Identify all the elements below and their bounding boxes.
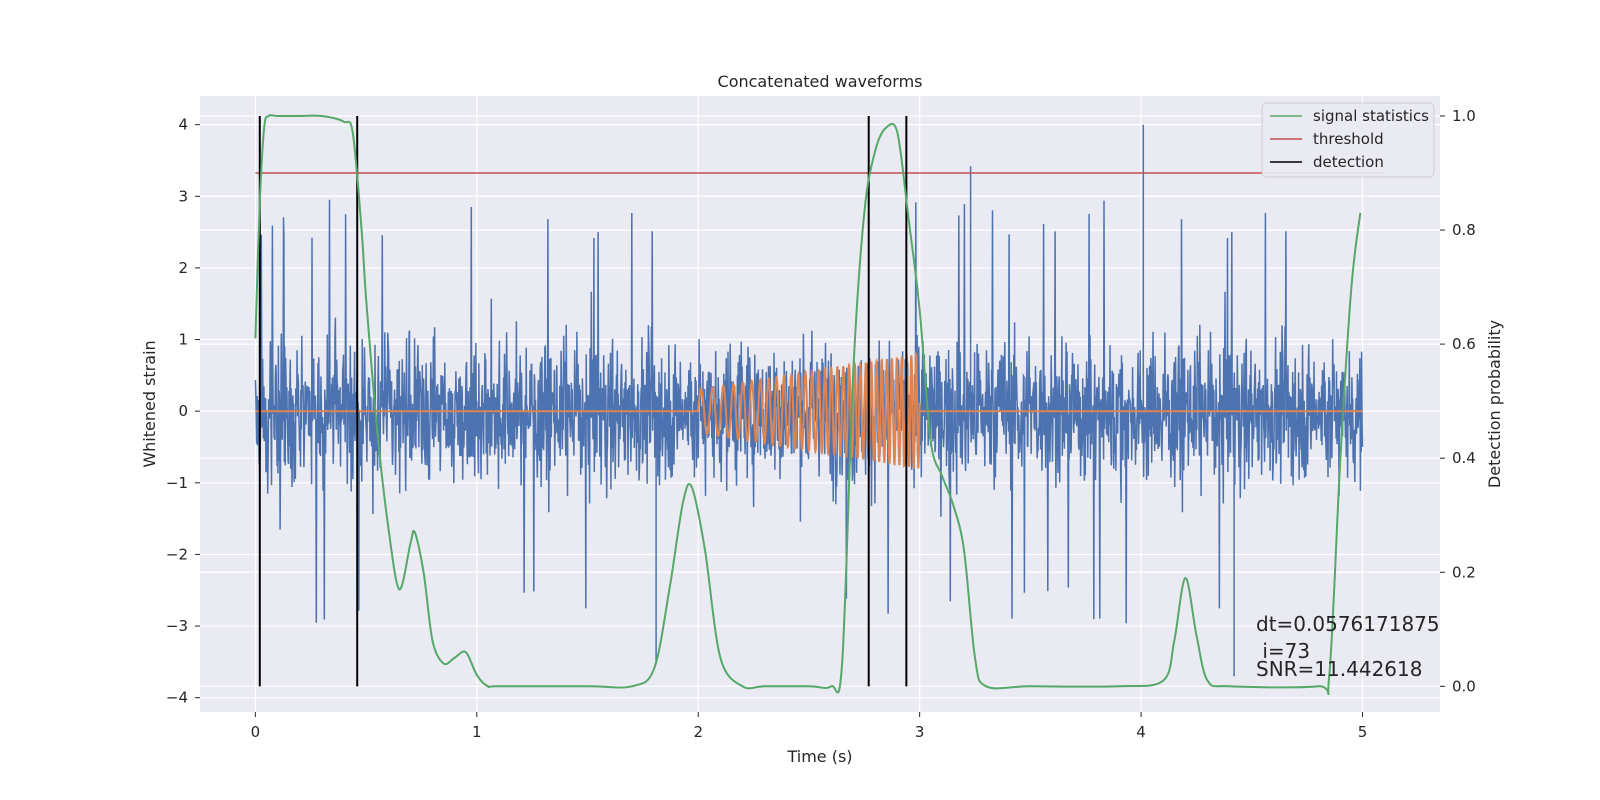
x-tick-label: 3: [915, 723, 925, 741]
y-tick-label-right: 0.2: [1452, 563, 1476, 581]
strain-line: [254, 124, 1364, 677]
y-axis-label-right: Detection probability: [1485, 320, 1504, 488]
x-tick-label: 0: [251, 723, 261, 741]
y-tick-label-left: 4: [178, 116, 188, 134]
x-tick-label: 5: [1358, 723, 1368, 741]
y-tick-label-left: −2: [166, 545, 188, 563]
y-tick-label-right: 0.0: [1452, 677, 1476, 695]
strain-series: [254, 124, 1364, 677]
legend-label-threshold: threshold: [1313, 130, 1384, 148]
waveform-line: [255, 351, 1363, 470]
annotation-i: i=73: [1256, 639, 1310, 663]
y-tick-label-right: 0.6: [1452, 335, 1476, 353]
legend: signal statistics threshold detection: [1261, 102, 1435, 178]
y-tick-label-left: −4: [166, 689, 188, 707]
y-tick-label-right: 0.8: [1452, 221, 1476, 239]
waveform-series: [255, 351, 1363, 470]
x-tick-label: 4: [1136, 723, 1146, 741]
y-tick-label-left: −1: [166, 474, 188, 492]
x-tick-label: 2: [693, 723, 703, 741]
y-tick-label-left: −3: [166, 617, 188, 635]
x-tick-label: 1: [472, 723, 482, 741]
annotation-snr: SNR=11.442618: [1256, 657, 1422, 681]
y-tick-label-right: 1.0: [1452, 107, 1476, 125]
y-tick-label-left: 3: [178, 187, 188, 205]
legend-box: [1261, 102, 1435, 178]
signal-statistics-line: [254, 114, 1362, 696]
annotation-dt: dt=0.0576171875: [1256, 612, 1440, 636]
y-axis-label-left: Whitened strain: [140, 340, 159, 467]
axes: 0 1 2 3 4 5 −4 −3 −2 −1 0 1 2 3 4 0.0 0.2 0.4 0.6 0.8 1.0: [166, 107, 1476, 741]
legend-label-signal-statistics: signal statistics: [1313, 107, 1429, 125]
y-tick-label-left: 1: [178, 331, 188, 349]
signal-statistics-series: [254, 114, 1362, 696]
chart-title: Concatenated waveforms: [718, 72, 923, 91]
x-axis-label: Time (s): [786, 747, 852, 766]
y-tick-label-left: 2: [178, 259, 188, 277]
legend-label-detection: detection: [1313, 153, 1384, 171]
y-tick-label-right: 0.4: [1452, 449, 1476, 467]
y-tick-label-left: 0: [178, 402, 188, 420]
